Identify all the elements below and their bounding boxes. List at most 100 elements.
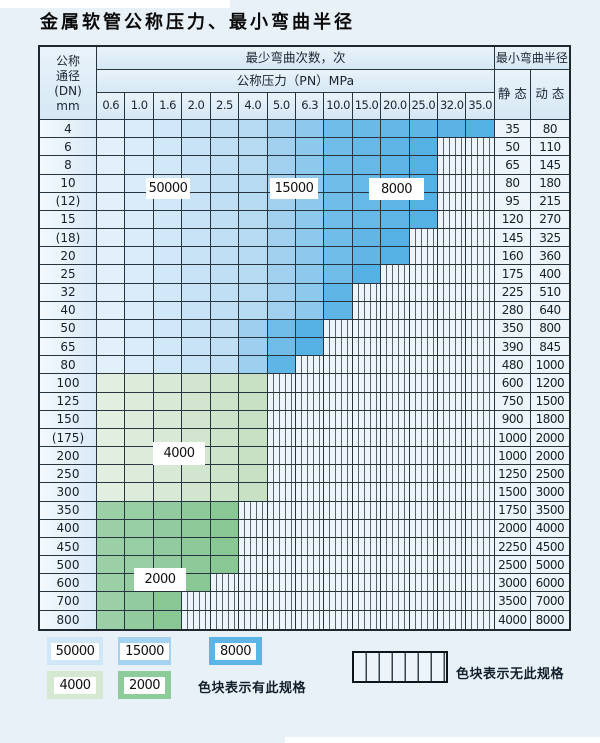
no-spec-cell xyxy=(381,265,410,284)
spec-cell-50000 xyxy=(210,156,240,175)
static-value: 350 xyxy=(494,319,531,339)
no-spec-cell xyxy=(438,156,467,175)
no-spec-cell xyxy=(239,592,268,611)
dynamic-value: 845 xyxy=(530,338,569,357)
spec-cell-50000 xyxy=(125,210,154,230)
spec-cell-50000 xyxy=(153,229,183,248)
spec-cell-4000 xyxy=(97,428,126,448)
no-spec-cell xyxy=(409,610,439,629)
no-spec-cell xyxy=(381,519,410,538)
spec-cell-50000 xyxy=(182,338,211,357)
static-value: 225 xyxy=(494,283,531,302)
dynamic-value: 2000 xyxy=(530,447,569,466)
static-value: 50 xyxy=(494,138,531,157)
spec-cell-8000 xyxy=(381,247,410,266)
spec-cell-8000 xyxy=(324,301,353,320)
legend-swatch-15000: 15000 xyxy=(118,637,171,665)
dn-cell: 200 xyxy=(40,447,97,466)
spec-cell-50000 xyxy=(182,283,211,302)
spec-cell-50000 xyxy=(153,338,183,357)
spec-cell-15000 xyxy=(239,120,268,139)
no-spec-cell xyxy=(324,592,353,611)
dn-cell: 400 xyxy=(40,519,97,538)
no-spec-cell xyxy=(409,374,439,393)
spec-cell-50000 xyxy=(153,247,183,266)
dynamic-value: 510 xyxy=(530,283,569,302)
static-value: 1000 xyxy=(494,428,531,448)
spec-cell-15000 xyxy=(239,301,268,320)
scan-white-strip-top xyxy=(0,0,230,8)
no-spec-cell xyxy=(295,592,325,611)
band-annotation-4000: 4000 xyxy=(153,442,205,465)
no-spec-cell xyxy=(324,610,353,629)
spec-cell-15000 xyxy=(295,229,325,248)
spec-cell-4000 xyxy=(210,483,240,502)
spec-cell-2000 xyxy=(97,592,126,611)
spec-cell-8000 xyxy=(409,120,439,139)
spec-cell-50000 xyxy=(97,120,126,139)
dn-cell: (18) xyxy=(40,229,97,248)
spec-cell-50000 xyxy=(182,210,211,230)
no-spec-cell xyxy=(267,501,296,520)
no-spec-cell xyxy=(352,338,382,357)
no-spec-cell xyxy=(182,592,211,611)
spec-cell-2000 xyxy=(210,501,240,520)
no-spec-cell xyxy=(381,410,410,429)
scan-white-strip-bottom xyxy=(285,737,600,743)
spec-cell-4000 xyxy=(97,447,126,466)
legend-swatch-label: 15000 xyxy=(120,642,169,660)
spec-cell-4000 xyxy=(210,374,240,393)
no-spec-cell xyxy=(381,537,410,557)
no-spec-cell xyxy=(381,319,410,339)
spec-cell-15000 xyxy=(295,265,325,284)
static-value: 280 xyxy=(494,301,531,320)
spec-cell-2000 xyxy=(182,519,211,538)
specification-table: 公称 通径 (DN) mm 最少弯曲次数，次 最小弯曲半径 公称压力（PN）MPa 静 态动 … xyxy=(38,45,571,631)
no-spec-cell xyxy=(352,374,382,393)
spec-cell-2000 xyxy=(97,519,126,538)
dn-header-line: mm xyxy=(56,98,80,113)
no-spec-cell xyxy=(409,392,439,411)
spec-cell-8000 xyxy=(466,120,495,139)
spec-cell-50000 xyxy=(210,356,240,375)
no-spec-cell xyxy=(381,592,410,611)
no-spec-cell xyxy=(324,501,353,520)
spec-cell-50000 xyxy=(210,174,240,193)
pressure-tick: 15.0 xyxy=(352,93,382,120)
spec-cell-4000 xyxy=(125,465,154,484)
spec-cell-4000 xyxy=(239,428,268,448)
dn-header-line: (DN) xyxy=(54,83,82,98)
no-spec-cell xyxy=(295,501,325,520)
dn-cell: 250 xyxy=(40,465,97,484)
spec-cell-50000 xyxy=(210,265,240,284)
spec-cell-8000 xyxy=(324,120,353,139)
no-spec-cell xyxy=(239,537,268,557)
spec-cell-50000 xyxy=(97,247,126,266)
legend-swatch-label: 2000 xyxy=(123,676,166,694)
dynamic-value: 270 xyxy=(530,210,569,230)
spec-cell-50000 xyxy=(182,301,211,320)
no-spec-cell xyxy=(352,410,382,429)
no-spec-cell xyxy=(438,192,467,211)
spec-cell-8000 xyxy=(295,338,325,357)
spec-cell-50000 xyxy=(125,283,154,302)
no-spec-cell xyxy=(438,392,467,411)
static-value: 2500 xyxy=(494,556,531,575)
spec-cell-8000 xyxy=(324,192,353,211)
spec-cell-2000 xyxy=(97,501,126,520)
band-annotation-50000: 50000 xyxy=(146,178,190,199)
spec-cell-15000 xyxy=(295,138,325,157)
spec-cell-50000 xyxy=(210,247,240,266)
no-spec-cell xyxy=(324,374,353,393)
no-spec-cell xyxy=(324,428,353,448)
spec-cell-50000 xyxy=(182,229,211,248)
no-spec-cell xyxy=(381,374,410,393)
no-spec-cell xyxy=(438,537,467,557)
dynamic-value: 145 xyxy=(530,156,569,175)
no-spec-cell xyxy=(210,574,240,593)
spec-cell-15000 xyxy=(267,247,296,266)
spec-cell-15000 xyxy=(295,210,325,230)
no-spec-cell xyxy=(239,501,268,520)
static-value: 175 xyxy=(494,265,531,284)
no-spec-cell xyxy=(352,501,382,520)
